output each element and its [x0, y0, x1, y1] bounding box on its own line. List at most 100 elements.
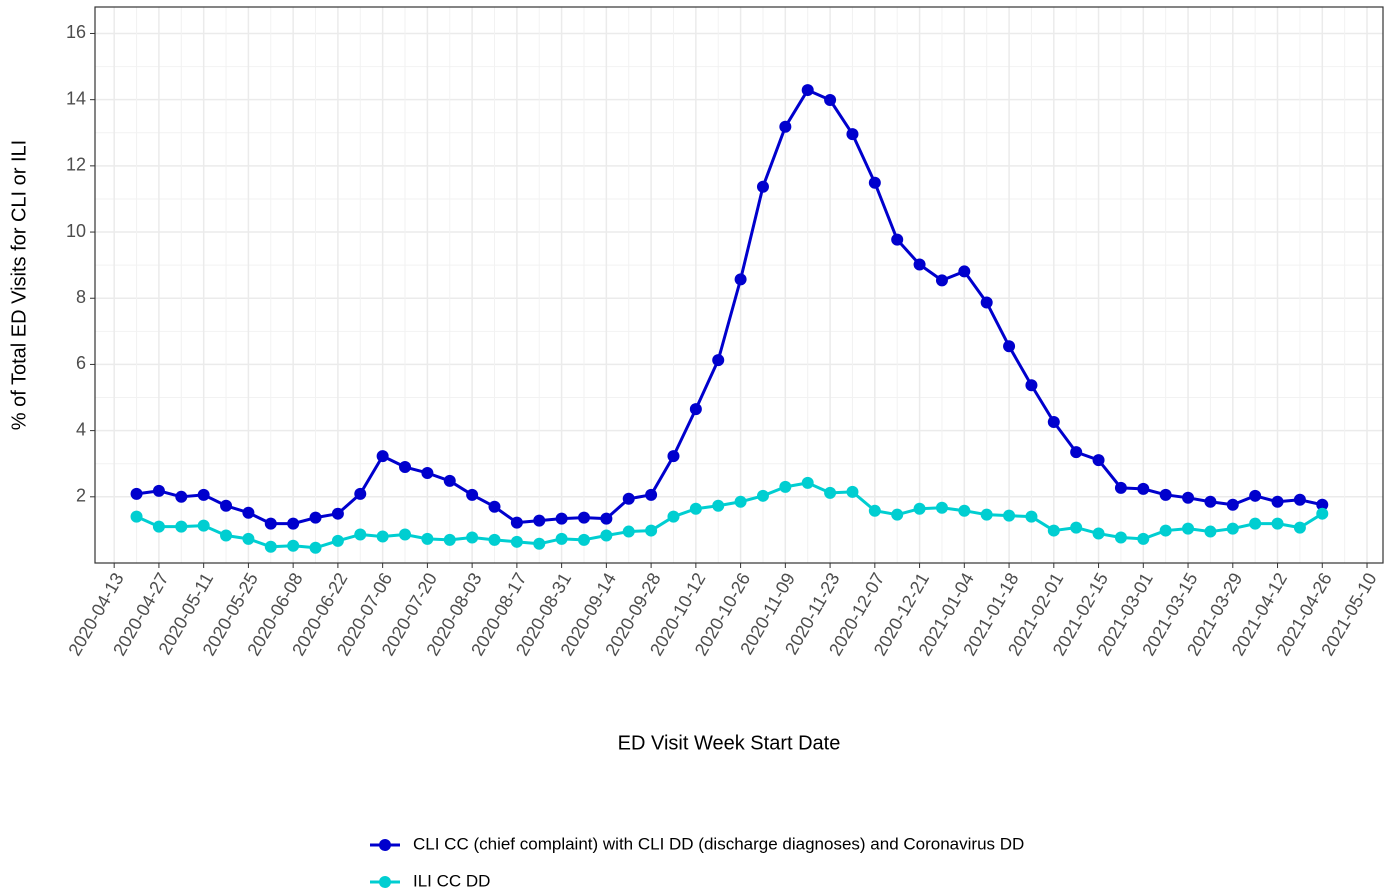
y-tick-label: 6 — [76, 353, 86, 373]
data-point — [645, 488, 658, 501]
data-point — [264, 517, 277, 530]
data-point — [891, 233, 904, 246]
data-point — [1070, 446, 1083, 459]
data-point — [399, 528, 412, 541]
data-point — [1092, 527, 1105, 540]
data-point — [175, 490, 188, 503]
data-point — [577, 511, 590, 524]
data-point — [1293, 493, 1306, 506]
data-point — [130, 487, 143, 500]
data-point — [756, 180, 769, 193]
data-point — [152, 520, 165, 533]
data-point — [466, 488, 479, 501]
data-point — [287, 539, 300, 552]
data-point — [1025, 379, 1038, 392]
data-point — [824, 486, 837, 499]
data-point — [712, 499, 725, 512]
data-point — [600, 529, 613, 542]
data-point — [645, 524, 658, 537]
data-point — [1025, 510, 1038, 523]
data-point — [891, 508, 904, 521]
data-point — [1271, 517, 1284, 530]
legend-label: CLI CC (chief complaint) with CLI DD (di… — [413, 834, 1024, 853]
data-point — [667, 510, 680, 523]
data-point — [958, 504, 971, 517]
data-point — [1271, 495, 1284, 508]
data-point — [1114, 531, 1127, 544]
data-point — [1316, 507, 1329, 520]
y-tick-label: 10 — [66, 221, 86, 241]
data-point — [734, 495, 747, 508]
data-point — [756, 489, 769, 502]
data-point — [1293, 521, 1306, 534]
data-point — [1003, 340, 1016, 353]
data-point — [354, 528, 367, 541]
data-point — [1159, 488, 1172, 501]
data-point — [1182, 491, 1195, 504]
data-point — [779, 120, 792, 133]
data-point — [376, 530, 389, 543]
data-point — [1137, 482, 1150, 495]
data-point — [175, 520, 188, 533]
y-tick-label: 4 — [76, 419, 86, 439]
data-point — [958, 265, 971, 278]
data-point — [309, 511, 322, 524]
data-point — [622, 525, 635, 538]
data-point — [287, 517, 300, 530]
data-point — [421, 466, 434, 479]
data-point — [980, 296, 993, 309]
data-point — [1137, 532, 1150, 545]
data-point — [555, 532, 568, 545]
data-point — [1226, 522, 1239, 535]
legend-label: ILI CC DD — [413, 871, 490, 890]
data-point — [801, 476, 814, 489]
data-point — [466, 531, 479, 544]
data-point — [421, 532, 434, 545]
data-point — [510, 516, 523, 529]
data-point — [443, 533, 456, 546]
data-point — [1204, 525, 1217, 538]
data-point — [242, 506, 255, 519]
data-point — [1204, 495, 1217, 508]
data-point — [913, 258, 926, 271]
data-point — [533, 537, 546, 550]
y-axis-title: % of Total ED Visits for CLI or ILI — [8, 140, 30, 431]
data-point — [935, 274, 948, 287]
data-point — [354, 487, 367, 500]
data-point — [376, 450, 389, 463]
data-point — [824, 93, 837, 106]
data-point — [220, 529, 233, 542]
data-point — [399, 461, 412, 474]
data-point — [667, 450, 680, 463]
grid — [95, 7, 1383, 563]
data-point — [331, 534, 344, 547]
data-point — [1092, 454, 1105, 467]
data-point — [1003, 509, 1016, 522]
data-point — [309, 541, 322, 554]
data-point — [600, 512, 613, 525]
y-tick-label: 14 — [66, 88, 86, 108]
data-point — [689, 403, 702, 416]
data-point — [488, 533, 501, 546]
data-point — [577, 533, 590, 546]
data-point — [1226, 498, 1239, 511]
data-point — [1047, 416, 1060, 429]
data-point — [152, 484, 165, 497]
data-point — [1316, 498, 1329, 511]
data-point — [712, 354, 725, 367]
data-point — [1249, 489, 1262, 502]
data-point — [980, 508, 993, 521]
data-point — [846, 485, 859, 498]
data-point — [331, 507, 344, 520]
data-point — [220, 499, 233, 512]
data-point — [846, 128, 859, 141]
data-point — [197, 488, 210, 501]
data-point — [443, 474, 456, 487]
data-point — [779, 480, 792, 493]
legend-key-point — [379, 876, 391, 888]
data-point — [510, 535, 523, 548]
data-point — [868, 176, 881, 189]
data-point — [913, 502, 926, 515]
data-point — [1159, 524, 1172, 537]
